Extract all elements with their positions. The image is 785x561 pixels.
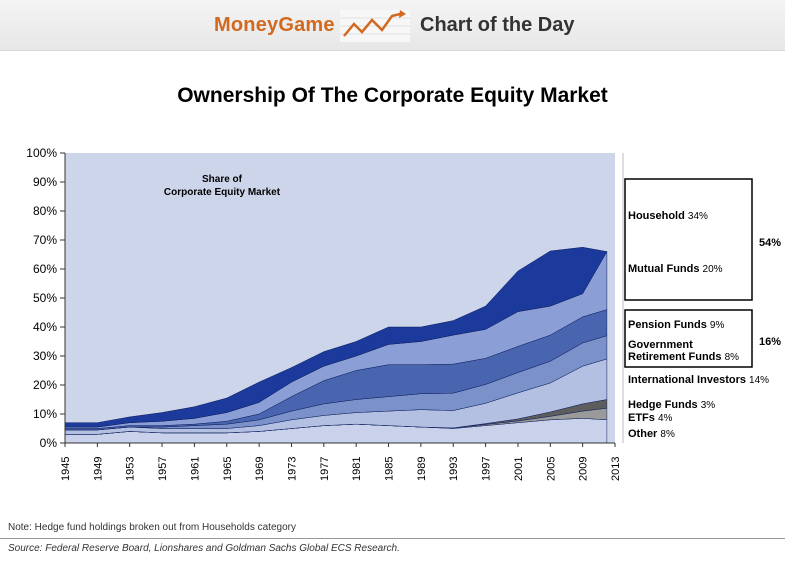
legend-label-mutual-funds: Mutual Funds 20% (628, 263, 723, 275)
x-tick-label: 1945 (60, 457, 72, 481)
legend-pct: 34% (688, 211, 708, 222)
legend-pct: 8% (660, 429, 675, 440)
inner-label-line: Corporate Equity Market (164, 187, 281, 198)
y-tick-label: 40% (33, 320, 57, 334)
legend-label-household: Household 34% (628, 210, 708, 222)
x-tick-label: 2005 (545, 457, 557, 481)
x-tick-label: 1973 (286, 457, 298, 481)
group-total-54: 54% (759, 237, 781, 249)
y-tick-label: 0% (40, 436, 58, 450)
x-tick-label: 1977 (319, 457, 331, 481)
legend-label-government: Government (628, 339, 693, 351)
inner-label-line: Share of (202, 174, 243, 185)
x-tick-label: 1993 (448, 457, 460, 481)
legend-label-hedge-funds: Hedge Funds 3% (628, 399, 715, 411)
area-household (64, 246, 608, 428)
y-tick-label: 20% (33, 378, 57, 392)
y-tick-label: 90% (33, 175, 57, 189)
x-tick-label: 1957 (157, 457, 169, 481)
x-tick-label: 1969 (254, 457, 266, 481)
rising-zigzag-arrow-icon (340, 10, 410, 42)
group-total-16: 16% (759, 336, 781, 348)
x-tick-label: 1985 (384, 457, 396, 481)
brand-name[interactable]: MoneyGame (214, 14, 335, 36)
legend-label-international-investors: International Investors 14% (628, 374, 769, 386)
footnote: Note: Hedge fund holdings broken out fro… (8, 522, 296, 533)
legend-label-other: Other 8% (628, 428, 675, 440)
footer-divider (0, 538, 785, 539)
group-box-household-mutual (624, 178, 753, 301)
legend-label-government-line2: Retirement Funds 8% (628, 351, 739, 363)
y-tick-label: 30% (33, 349, 57, 363)
x-tick-label: 2009 (578, 457, 590, 481)
x-tick-label: 1961 (189, 457, 201, 481)
legend-pct: 9% (710, 320, 725, 331)
x-tick-label: 2001 (513, 457, 525, 481)
x-tick-label: 1997 (481, 457, 493, 481)
y-tick-label: 100% (26, 146, 57, 160)
y-tick-label: 10% (33, 407, 57, 421)
section-title: Chart of the Day (420, 14, 575, 36)
y-tick-label: 50% (33, 291, 57, 305)
legend-pct: 4% (658, 413, 673, 424)
x-tick-label: 1981 (351, 457, 363, 481)
y-tick-label: 70% (33, 233, 57, 247)
x-tick-label: 1949 (92, 457, 104, 481)
legend-pct: 20% (703, 264, 723, 275)
group-box-pension-government (624, 309, 753, 368)
chart-title: Ownership Of The Corporate Equity Market (177, 84, 608, 107)
header-banner: MoneyGame Chart of the Day (0, 0, 785, 51)
x-tick-label: 1989 (416, 457, 428, 481)
source-note: Source: Federal Reserve Board, Lionshare… (8, 543, 400, 554)
y-tick-label: 80% (33, 204, 57, 218)
legend-pct: 14% (749, 375, 769, 386)
legend-pct: 8% (725, 352, 740, 363)
legend-label-pension-funds: Pension Funds 9% (628, 319, 724, 331)
legend-pct: 3% (701, 400, 716, 411)
x-tick-label: 1953 (125, 457, 137, 481)
y-tick-label: 60% (33, 262, 57, 276)
x-tick-label: 2013 (610, 457, 622, 481)
x-tick-label: 1965 (222, 457, 234, 481)
legend-label-etfs: ETFs 4% (628, 412, 673, 424)
